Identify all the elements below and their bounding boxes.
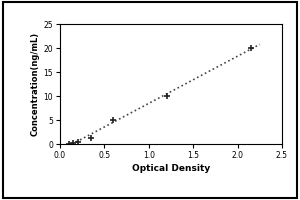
X-axis label: Optical Density: Optical Density	[132, 164, 210, 173]
Y-axis label: Concentration(ng/mL): Concentration(ng/mL)	[30, 32, 39, 136]
